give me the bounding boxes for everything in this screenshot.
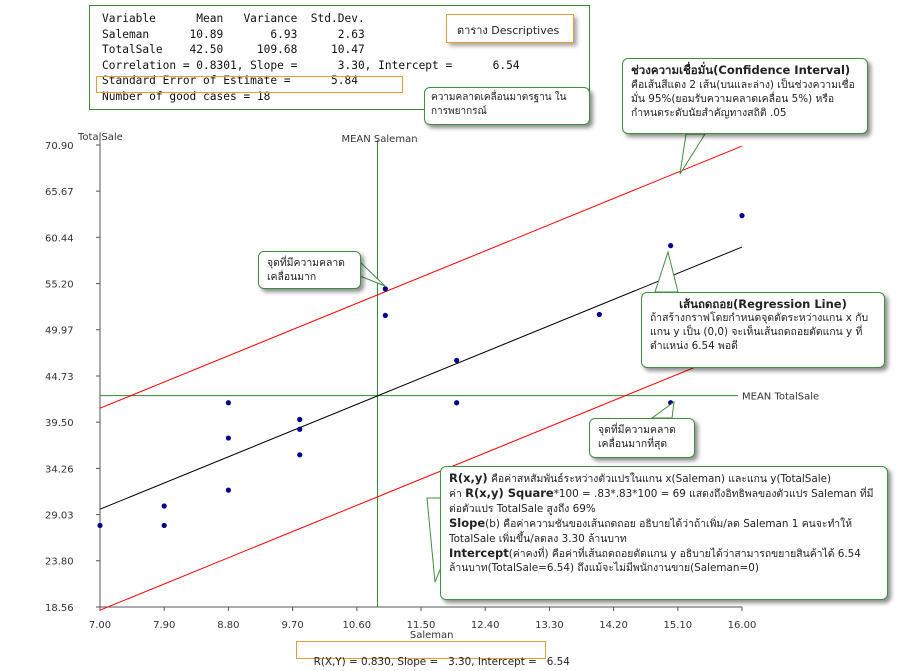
data-point [225,400,231,406]
intercept-body: (ค่าคงที่) คือค่าที่เส้นถดถอยตัดแกน y อธ… [449,548,861,575]
x-axis-title: Saleman [410,630,454,641]
x-tick-label: 14.20 [599,620,628,631]
callout-regression-line: เส้นถดถอย(Regression Line) ถ้าสร้างกราฟโ… [641,292,885,368]
data-point [668,243,674,249]
mean-saleman-label: MEAN Saleman [341,134,417,145]
table-title-box: ตาราง Descriptives [446,14,574,43]
x-tick-label: 15.10 [663,620,692,631]
stats-row-correlation: Correlation = 0.8301, Slope = 3.30, Inte… [102,58,520,72]
slope-title: Slope [449,516,486,531]
r2-prefix: ค่า [449,488,466,501]
data-point [454,357,460,363]
x-tick-label: 7.00 [89,620,111,631]
callout-largest-error: จุดที่มีความคลาด เคลื่อนมากที่สุด [589,418,695,458]
data-point [297,416,303,423]
y-tick-label: 60.44 [45,233,74,244]
r-title: R(x,y) [449,471,488,485]
y-tick-label: 23.80 [45,557,74,568]
y-tick-label: 55.20 [45,280,74,291]
r-body: คือค่าสหสัมพันธ์ระหว่างตัวแปรในแกน x(Sal… [487,473,832,485]
stats-row-saleman: Saleman 10.89 6.93 2.63 [102,27,365,41]
r2-body: *100 = .83*.83*100 = 69 แสดงถึงอิทธิพลขอ… [449,488,874,515]
y-tick-label: 34.26 [45,464,74,475]
largest-error-note: จุดที่มีความคลาด เคลื่อนมากที่สุด [598,424,676,450]
data-point [297,426,303,432]
std-error-note: ความคลาดเคลื่อนมาตรฐาน ในการพยากรณ์ [431,92,567,117]
confidence-upper-line [99,145,743,409]
stats-header: Variable Mean Variance Std.Dev. [102,12,365,25]
data-point [382,312,388,318]
table-title: ตาราง Descriptives [457,24,560,37]
data-point [454,400,460,406]
x-tick-label: 13.30 [535,620,564,631]
data-point [225,435,231,441]
y-axis-title: TotalSale [77,132,123,143]
intercept-title: Intercept [449,546,509,561]
callout-statistics-explanation: R(x,y) คือค่าสหสัมพันธ์ระหว่างตัวแปรในแก… [440,466,888,600]
y-tick-label: 39.50 [45,418,74,429]
y-tick-label: 44.73 [45,372,74,383]
callout-large-error: จุดที่มีความคลาด เคลื่อนมาก [258,251,361,289]
callout-confidence-interval: ช่วงความเชื่อมั่น(Confidence Interval) ค… [622,58,868,134]
tail-large-error [359,260,386,287]
callout-std-error: ความคลาดเคลื่อนมาตรฐาน ในการพยากรณ์ [424,87,590,125]
ci-title: ช่วงความเชื่อมั่น(Confidence Interval) [631,63,851,77]
regression-body: ถ้าสร้างกราฟโดยกำหนดจุดตัดระหว่างแกน x ก… [650,312,869,352]
stats-row-good-cases: Number of good cases = 18 [102,89,271,103]
data-point [382,286,388,292]
data-point [596,311,602,318]
ci-body: คือเส้นสีแดง 2 เส้น(บนและล่าง) เป็นช่วงค… [631,79,855,119]
regression-title: เส้นถดถอย(Regression Line) [679,297,847,311]
y-tick-label: 70.90 [45,141,74,152]
regression-line [99,246,743,510]
readout-text: R(X,Y) = 0.830, Slope = 3.30, Intercept … [313,656,570,668]
y-tick-label: 65.67 [45,187,74,198]
data-point [225,487,231,493]
tail-largest-error [650,400,675,419]
large-error-note: จุดที่มีความคลาด เคลื่อนมาก [267,257,345,283]
data-point [161,522,167,529]
data-point [739,213,745,219]
mean-totalsale-label: MEAN TotalSale [742,392,819,403]
stats-row-std-error: Standard Error of Estimate = 5.84 [102,74,358,88]
x-tick-label: 12.40 [471,620,500,631]
r2-title: R(x,y) Square [465,486,554,501]
x-tick-label: 9.70 [281,620,303,631]
x-tick-label: 8.80 [217,620,239,631]
x-tick-label: 7.90 [153,620,175,631]
stats-row-totalsale: TotalSale 42.50 109.68 10.47 [102,43,365,57]
x-tick-label: 16.00 [728,620,757,631]
data-point [297,452,303,458]
tail-ci [679,133,706,175]
y-tick-label: 49.97 [45,326,74,337]
data-point [161,503,167,509]
y-tick-label: 18.56 [45,603,74,614]
data-point [97,522,103,529]
confidence-lower-line [99,347,743,611]
y-tick-label: 29.03 [45,511,74,522]
slope-body: (b) คือค่าความชันของเส้นถดถอย อธิบายได้ว… [449,518,853,545]
tail-regression [654,250,679,293]
x-tick-label: 10.60 [342,620,371,631]
x-tick-label: 11.50 [407,620,436,631]
std-error-highlight [96,76,403,93]
regression-readout: R(X,Y) = 0.830, Slope = 3.30, Intercept … [296,641,570,668]
